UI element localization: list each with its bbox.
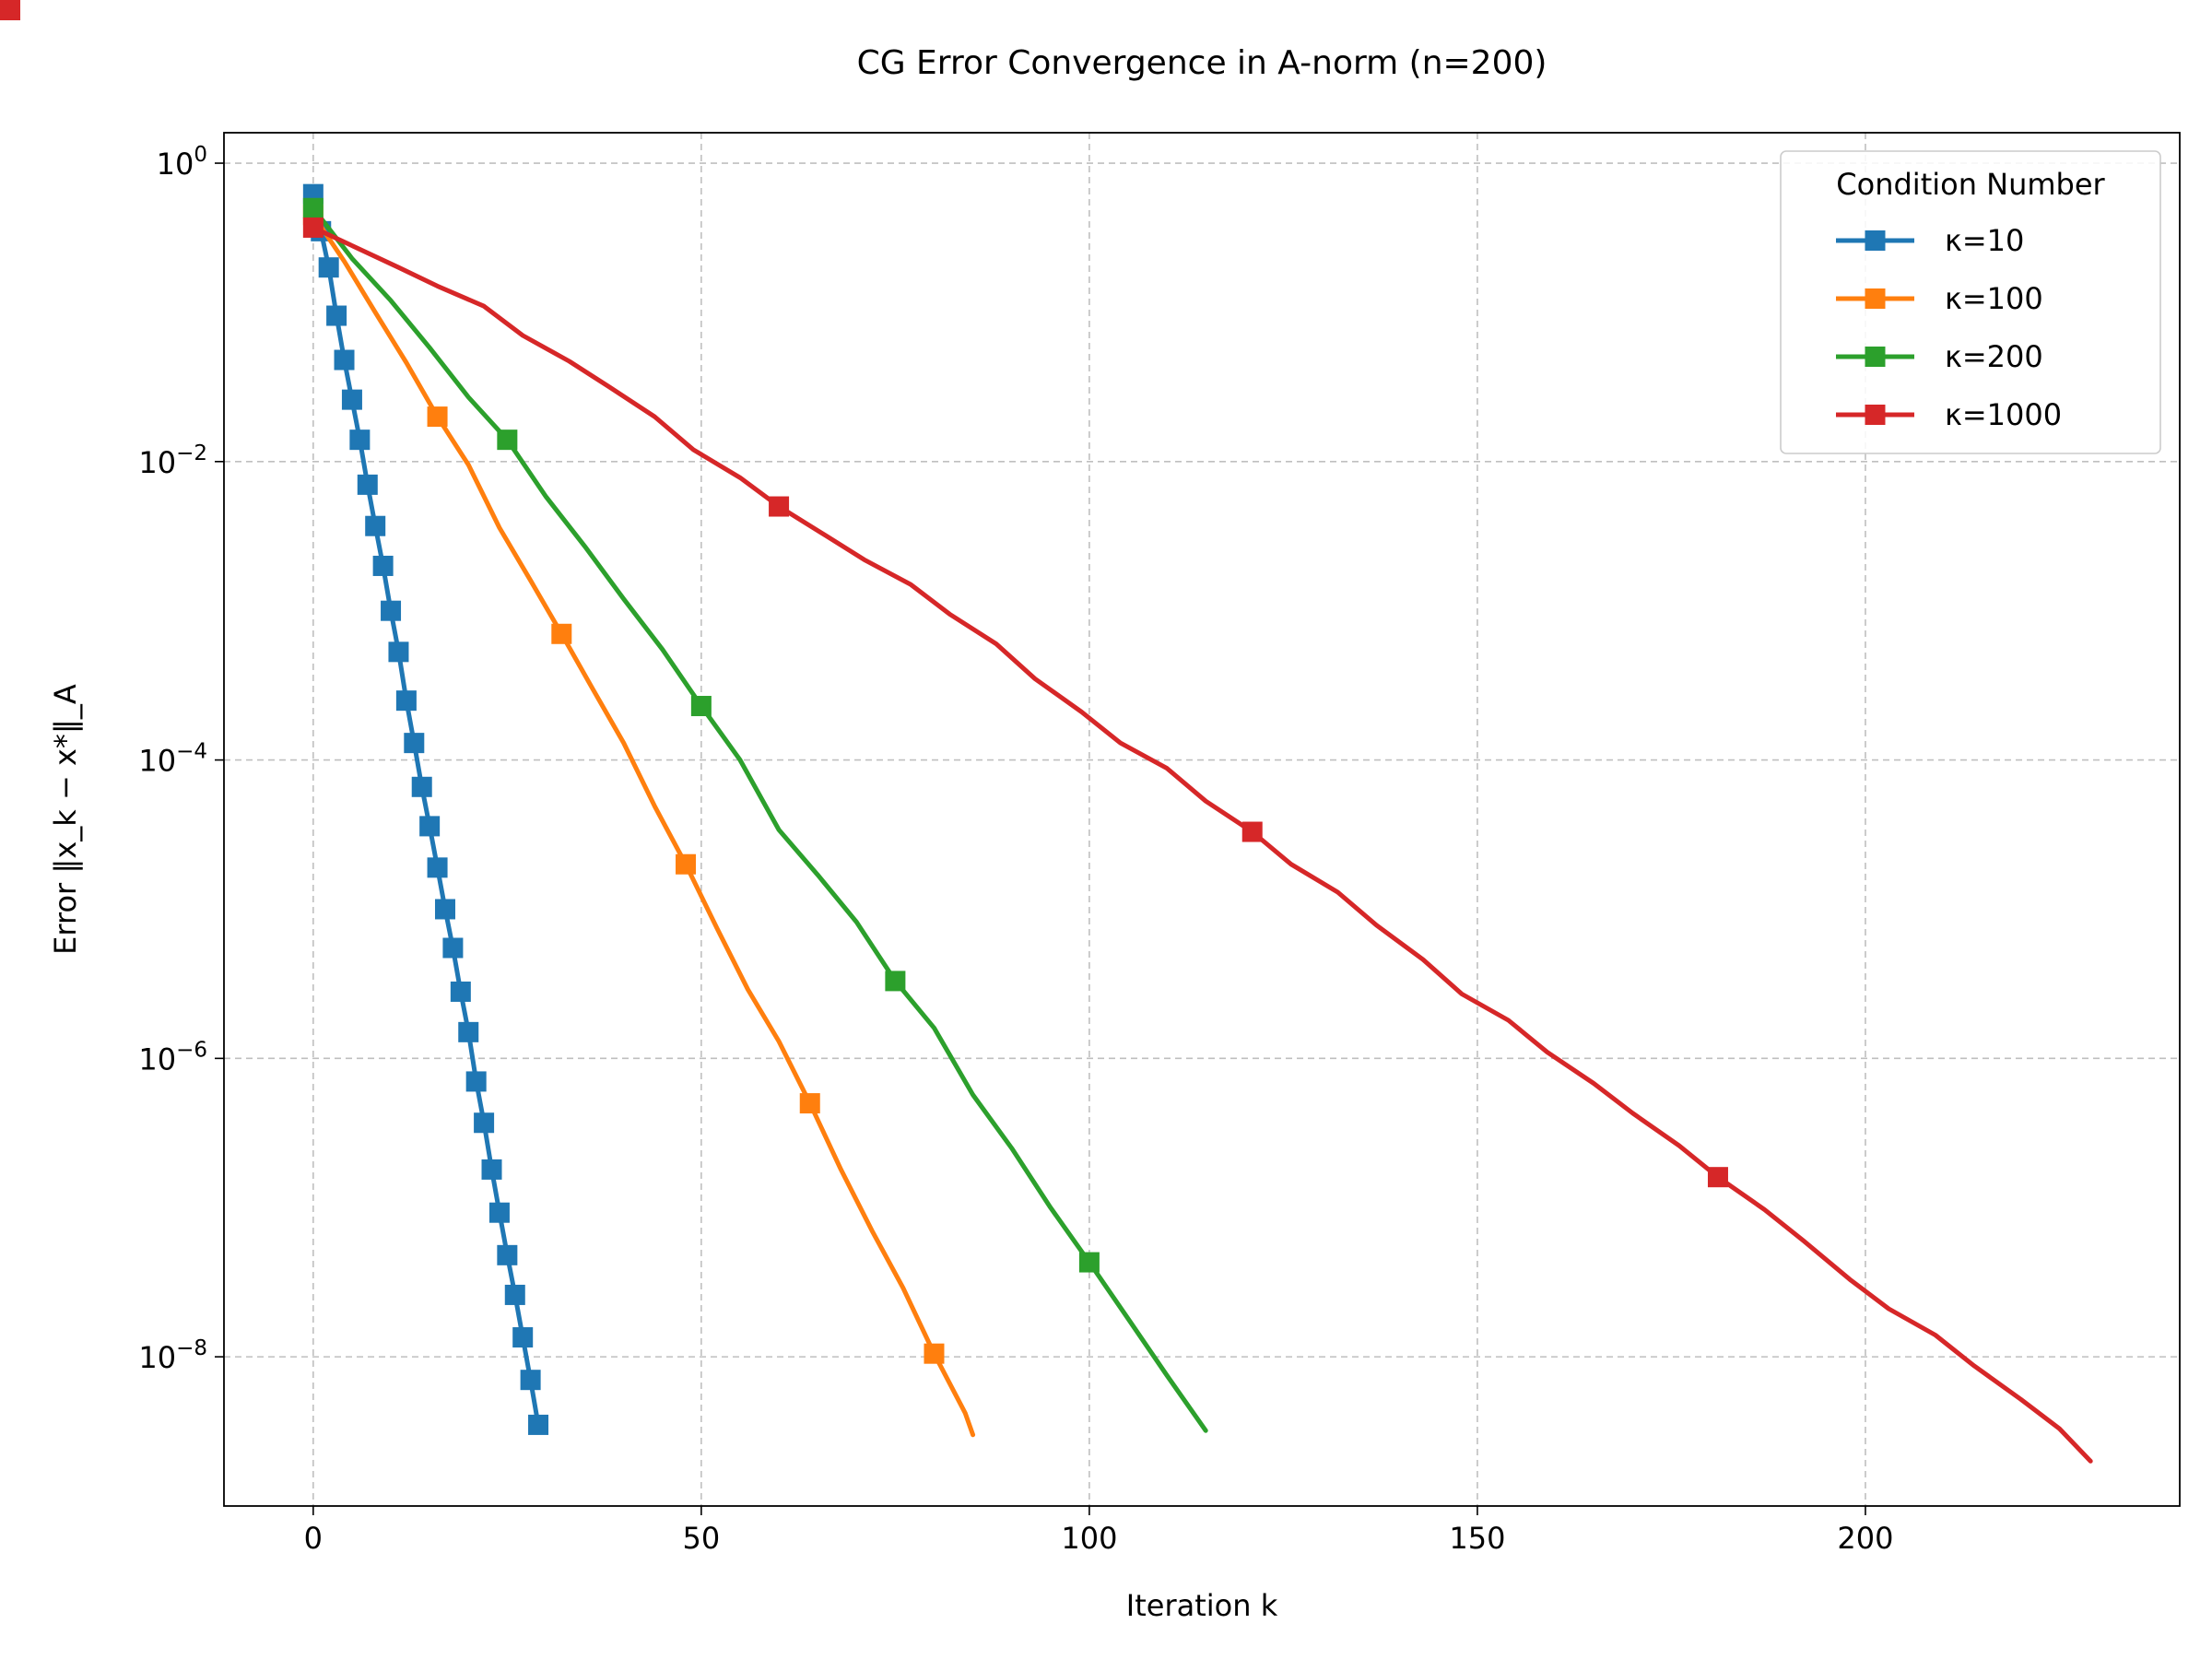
series-line	[311, 206, 1208, 1433]
legend: Condition Number κ=10 κ=100 κ=200 κ=1000	[1780, 150, 2161, 454]
data-point-marker	[442, 937, 464, 959]
data-point-marker	[528, 1414, 549, 1435]
legend-label: κ=10	[1945, 223, 2024, 258]
data-point-marker	[1241, 821, 1263, 842]
x-axis-ticks: 0 50 100 150 200	[304, 1506, 1894, 1556]
data-point-marker	[504, 1284, 525, 1305]
x-axis-label: Iteration k	[1126, 1588, 1278, 1623]
legend-marker	[1865, 288, 1886, 309]
data-point-marker	[411, 776, 432, 797]
data-point-marker	[458, 1021, 479, 1042]
data-point-marker	[676, 853, 697, 875]
legend-label: κ=200	[1945, 339, 2043, 374]
data-point-marker	[395, 690, 417, 712]
data-point-marker	[885, 971, 906, 992]
legend-marker	[1865, 347, 1886, 367]
y-axis-ticks: 100 10−2 10−4 10−6 10−8	[138, 143, 224, 1375]
data-point-marker	[419, 816, 441, 837]
data-point-marker	[474, 1112, 495, 1134]
data-point-marker	[497, 429, 518, 451]
y-tick-label: 100	[157, 143, 207, 182]
y-axis-label: Error ‖x_k − x*‖_A	[48, 684, 83, 955]
series-line	[311, 225, 2093, 1464]
series-line	[311, 212, 976, 1438]
legend-entries: κ=10 κ=100 κ=200 κ=1000	[1836, 223, 2062, 432]
data-point-marker	[427, 857, 448, 878]
legend-entry: κ=10	[1836, 223, 2024, 258]
data-point-marker	[799, 1093, 820, 1114]
legend-entry: κ=200	[1836, 339, 2043, 374]
series-4	[0, 0, 2093, 1464]
data-point-marker	[0, 0, 20, 20]
data-point-marker	[326, 305, 347, 326]
legend-entry: κ=1000	[1836, 397, 2062, 432]
x-tick-label: 150	[1449, 1521, 1505, 1556]
legend-marker	[1865, 405, 1886, 425]
y-tick-label: 10−6	[138, 1038, 207, 1077]
data-point-marker	[520, 1370, 541, 1391]
x-tick-label: 200	[1837, 1521, 1893, 1556]
data-point-marker	[488, 1202, 510, 1223]
data-point-marker	[372, 555, 394, 576]
data-point-marker	[924, 1343, 945, 1364]
data-point-marker	[1078, 1252, 1100, 1273]
y-tick-label: 10−4	[138, 740, 207, 779]
data-point-marker	[334, 349, 355, 371]
legend-entry: κ=100	[1836, 281, 2043, 316]
data-point-marker	[302, 217, 324, 238]
data-point-marker	[497, 1244, 518, 1265]
data-point-marker	[349, 429, 371, 451]
data-point-marker	[365, 515, 386, 536]
data-point-marker	[769, 496, 790, 517]
data-point-marker	[450, 981, 471, 1002]
series-layer	[0, 0, 2093, 1464]
data-point-marker	[434, 899, 455, 920]
data-point-marker	[465, 1071, 487, 1092]
legend-label: κ=100	[1945, 281, 2043, 316]
x-tick-label: 100	[1061, 1521, 1117, 1556]
data-point-marker	[318, 257, 339, 278]
data-point-marker	[404, 733, 425, 754]
legend-title: Condition Number	[1836, 167, 2105, 202]
data-point-marker	[381, 600, 402, 621]
data-point-marker	[690, 696, 712, 717]
legend-label: κ=1000	[1945, 397, 2062, 432]
x-tick-label: 50	[683, 1521, 721, 1556]
data-point-marker	[512, 1327, 534, 1348]
y-tick-label: 10−2	[138, 441, 207, 480]
data-point-marker	[341, 389, 362, 410]
legend-marker	[1865, 230, 1886, 251]
data-point-marker	[357, 474, 378, 495]
data-point-marker	[388, 641, 409, 663]
data-point-marker	[302, 197, 324, 218]
y-tick-label: 10−8	[138, 1336, 207, 1375]
x-tick-label: 0	[304, 1521, 323, 1556]
data-point-marker	[1707, 1167, 1728, 1188]
series-1	[302, 183, 549, 1435]
data-point-marker	[481, 1159, 502, 1180]
chart-title: CG Error Convergence in A-norm (n=200)	[857, 44, 1547, 82]
legend-box	[1780, 150, 2161, 454]
data-point-marker	[551, 623, 572, 644]
data-point-marker	[427, 406, 448, 428]
axes-frame	[223, 132, 2181, 1507]
